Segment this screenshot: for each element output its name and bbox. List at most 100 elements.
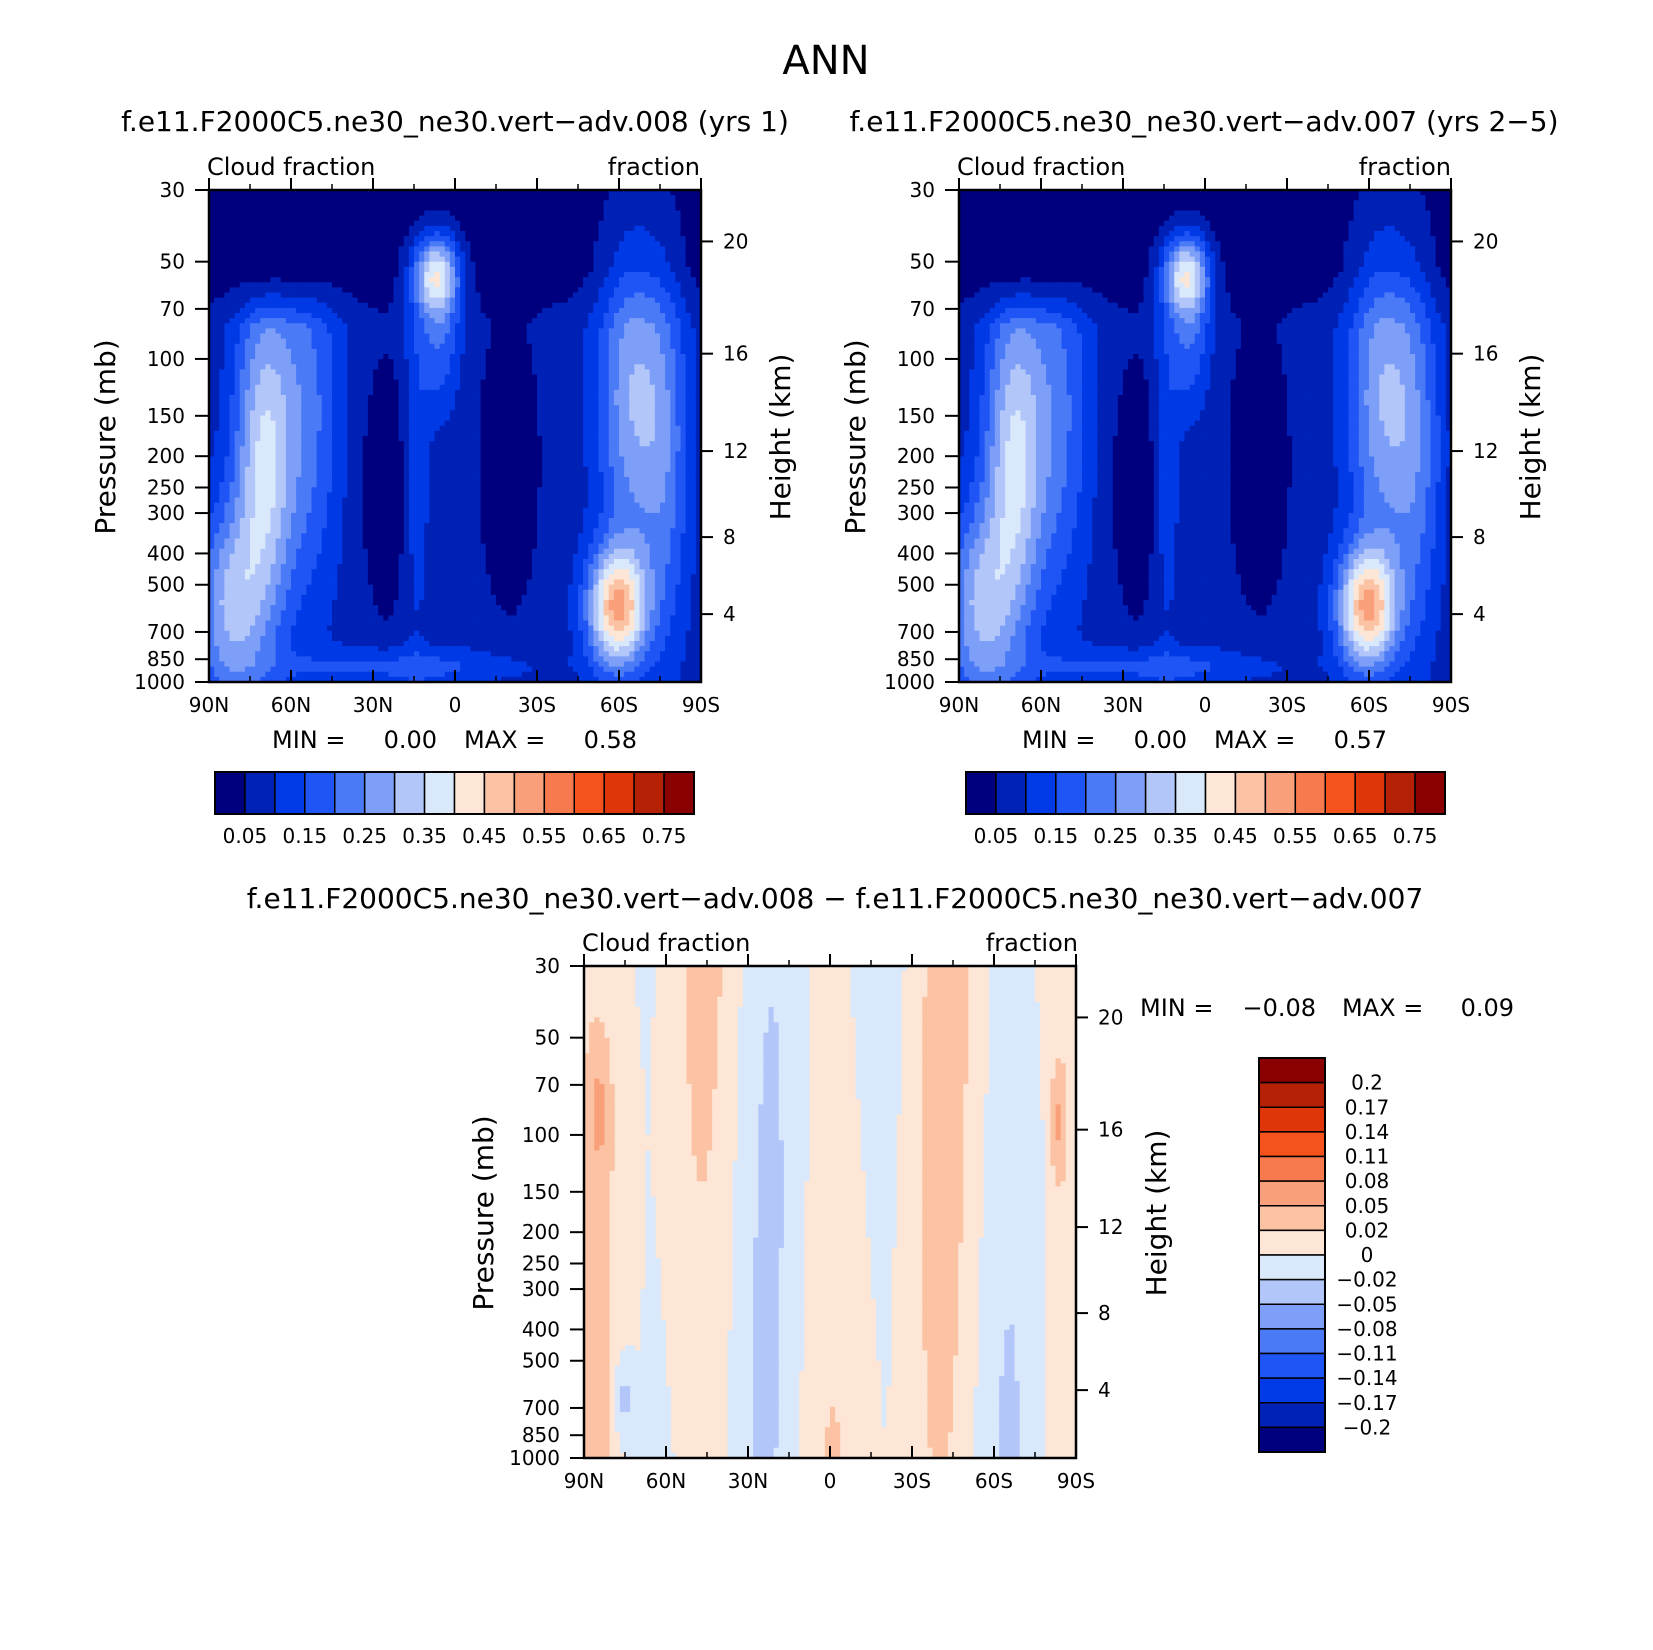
contour-cell bbox=[644, 297, 651, 304]
contour-cell bbox=[675, 446, 682, 452]
contour-cell bbox=[239, 410, 246, 417]
contour-cell bbox=[214, 436, 220, 442]
contour-cell bbox=[393, 410, 400, 417]
contour-cell bbox=[480, 215, 487, 222]
contour-cell bbox=[367, 451, 374, 458]
contour-cell bbox=[419, 277, 425, 283]
contour-cell bbox=[373, 374, 379, 381]
contour-cell bbox=[408, 436, 415, 442]
contour-cell bbox=[660, 405, 666, 411]
contour-cell bbox=[347, 231, 354, 237]
contour-cell bbox=[214, 307, 220, 314]
contour-cell bbox=[444, 190, 451, 196]
contour-cell bbox=[449, 389, 456, 396]
contour-cell bbox=[613, 410, 620, 417]
contour-cell bbox=[455, 215, 461, 222]
contour-cell bbox=[578, 190, 584, 196]
contour-cell bbox=[332, 307, 338, 314]
contour-cell bbox=[373, 261, 379, 268]
contour-cell bbox=[244, 292, 251, 299]
contour-cell bbox=[229, 415, 236, 422]
contour-cell bbox=[654, 231, 661, 237]
contour-cell bbox=[434, 430, 441, 437]
contour-cell bbox=[332, 364, 338, 370]
contour-cell bbox=[675, 354, 682, 360]
contour-cell bbox=[460, 436, 466, 442]
contour-cell bbox=[511, 379, 518, 386]
contour-cell bbox=[613, 307, 620, 314]
contour-cell bbox=[244, 420, 251, 427]
contour-cell bbox=[644, 190, 651, 196]
contour-cell bbox=[496, 425, 502, 432]
contour-cell bbox=[588, 405, 594, 411]
contour-cell bbox=[373, 302, 379, 309]
contour-cell bbox=[516, 236, 523, 242]
contour-cell bbox=[665, 241, 671, 247]
contour-cell bbox=[526, 379, 533, 386]
contour-cell bbox=[690, 256, 697, 263]
contour-cell bbox=[475, 200, 482, 206]
contour-cell bbox=[588, 215, 594, 222]
contour-cell bbox=[685, 241, 692, 247]
contour-cell bbox=[583, 333, 589, 340]
contour-cell bbox=[373, 220, 379, 227]
contour-cell bbox=[434, 364, 441, 370]
contour-cell bbox=[501, 225, 507, 232]
contour-cell bbox=[332, 400, 338, 406]
contour-cell bbox=[429, 225, 436, 232]
contour-cell bbox=[352, 400, 359, 406]
contour-cell bbox=[326, 220, 333, 227]
contour-cell bbox=[675, 451, 682, 458]
contour-cell bbox=[578, 420, 584, 427]
contour-cell bbox=[378, 359, 384, 365]
contour-cell bbox=[275, 210, 282, 217]
contour-cell bbox=[265, 451, 272, 458]
contour-cell bbox=[680, 261, 687, 268]
contour-cell bbox=[357, 215, 364, 222]
contour-cell bbox=[439, 415, 446, 422]
contour-cell bbox=[306, 215, 313, 222]
contour-cell bbox=[398, 425, 405, 432]
contour-cell bbox=[296, 446, 302, 452]
contour-cell bbox=[649, 420, 656, 427]
contour-cell bbox=[619, 261, 625, 268]
contour-cell bbox=[685, 451, 692, 458]
contour-cell bbox=[537, 436, 543, 442]
contour-cell bbox=[439, 272, 446, 278]
contour-cell bbox=[229, 369, 236, 376]
contour-cell bbox=[393, 277, 400, 283]
contour-cell bbox=[306, 200, 313, 206]
contour-cell bbox=[496, 190, 502, 196]
contour-cell bbox=[654, 190, 661, 196]
contour-cell bbox=[588, 210, 594, 217]
contour-cell bbox=[352, 313, 359, 319]
contour-cell bbox=[675, 200, 682, 206]
contour-cell bbox=[301, 205, 307, 212]
contour-cell bbox=[337, 292, 343, 299]
contour-cell bbox=[639, 282, 646, 288]
contour-cell bbox=[321, 282, 328, 288]
contour-cell bbox=[660, 266, 666, 273]
contour-cell bbox=[685, 190, 692, 196]
contour-cell bbox=[613, 348, 620, 355]
contour-cell bbox=[511, 256, 518, 263]
contour-cell bbox=[649, 292, 656, 299]
contour-cell bbox=[511, 446, 518, 452]
contour-cell bbox=[634, 318, 641, 324]
contour-cell bbox=[485, 261, 492, 268]
contour-cell bbox=[598, 261, 605, 268]
contour-cell bbox=[280, 338, 287, 345]
contour-cell bbox=[485, 430, 492, 437]
contour-cell bbox=[608, 195, 615, 201]
contour-cell bbox=[250, 231, 256, 237]
contour-cell bbox=[393, 297, 400, 304]
contour-cell bbox=[470, 287, 477, 294]
contour-cell bbox=[214, 338, 220, 345]
contour-cell bbox=[214, 333, 220, 340]
contour-cell bbox=[439, 328, 446, 335]
contour-cell bbox=[393, 420, 400, 427]
contour-cell bbox=[260, 369, 266, 376]
contour-cell bbox=[337, 241, 343, 247]
contour-cell bbox=[490, 359, 497, 365]
contour-cell bbox=[542, 266, 548, 273]
